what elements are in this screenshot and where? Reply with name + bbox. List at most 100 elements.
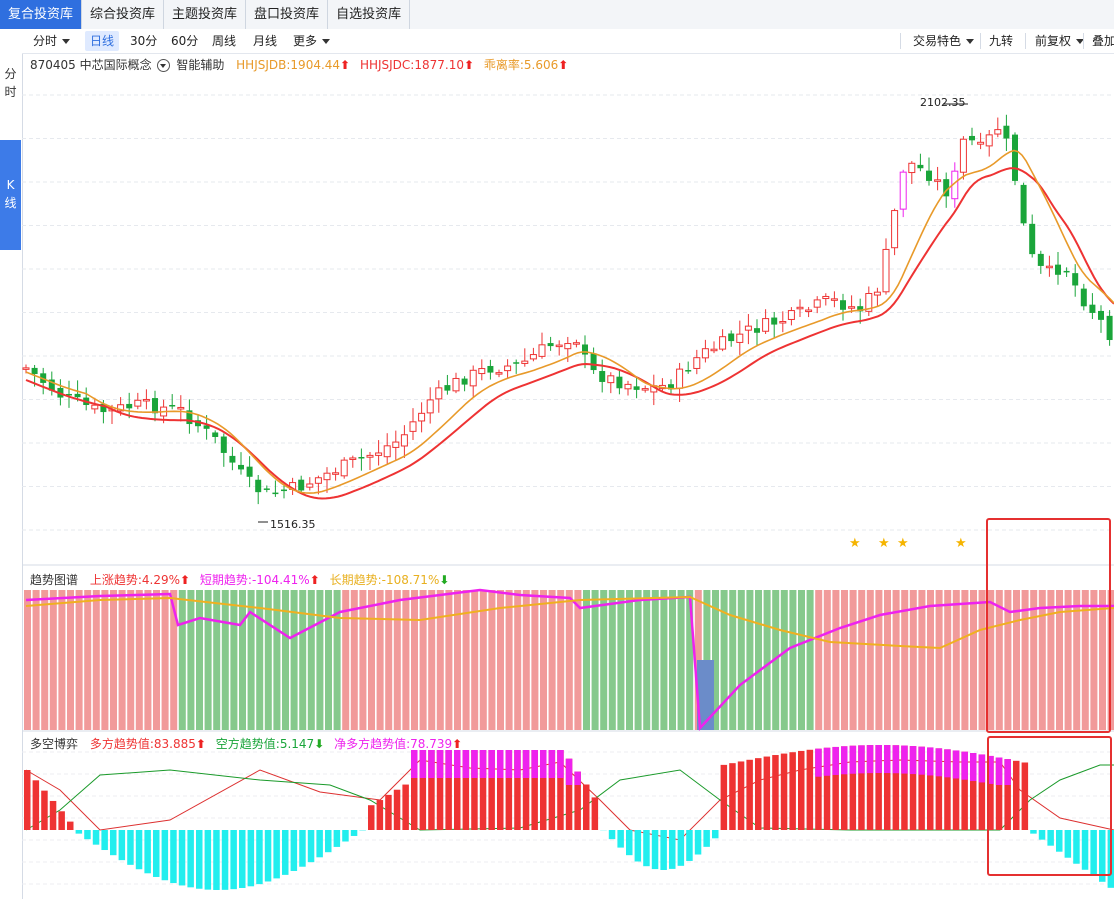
candle-body: [1098, 310, 1104, 320]
trend-bar: [325, 590, 332, 730]
net-bull-bar: [875, 745, 882, 774]
bull-bear-bar: [462, 750, 470, 830]
tab-composite[interactable]: 复合投资库: [0, 0, 83, 29]
overlay-button[interactable]: 叠加: [1087, 31, 1114, 51]
net-bull-bar: [935, 748, 943, 777]
bull-bear-bar: [436, 750, 444, 830]
weekly-button[interactable]: 周线: [207, 31, 241, 51]
tab-market[interactable]: 盘口投资库: [246, 0, 329, 29]
trend-bar: [755, 590, 762, 730]
candle-body: [624, 383, 632, 390]
toolbar-divider: [900, 33, 901, 49]
trend-bar: [385, 590, 393, 730]
trend-bar: [359, 590, 367, 730]
candle-body: [719, 336, 727, 350]
candle-body: [607, 375, 615, 384]
bull-bear-bar: [712, 830, 719, 839]
bull-bear-bar: [651, 830, 659, 870]
bull-long-value: 83.885: [153, 737, 196, 751]
monthly-button[interactable]: 月线: [248, 31, 282, 51]
trade-feature-dropdown[interactable]: 交易特色: [908, 31, 979, 51]
tab-comprehensive[interactable]: 综合投资库: [82, 0, 165, 29]
candle-body: [1072, 273, 1079, 286]
30min-button[interactable]: 30分: [125, 31, 162, 51]
trend-bar: [368, 590, 375, 730]
bias-label: 乖离率:: [483, 58, 524, 72]
bull-bear-bar: [686, 830, 693, 861]
trend-bar: [634, 590, 642, 730]
fenshi-dropdown[interactable]: 分时: [28, 31, 75, 51]
trend-bar: [660, 590, 668, 730]
trend-header: 趋势图谱 上涨趋势:4.29%⬆ 短期趋势:-104.41%⬆ 长期趋势:-10…: [30, 571, 449, 588]
trend-bar: [1030, 590, 1038, 730]
60min-button[interactable]: 60分: [166, 31, 203, 51]
trend-bar: [402, 590, 410, 730]
trend-bar: [462, 590, 470, 730]
net-bull-bar: [849, 745, 857, 774]
candle-body: [917, 164, 924, 169]
bull-bear-bar: [282, 830, 289, 875]
period-toolbar: 分时 日线 30分 60分 周线 月线 更多 交易特色 九转 前复权 叠加: [22, 29, 1114, 54]
candle-body: [375, 452, 383, 456]
trend-title: 趋势图谱: [30, 573, 79, 587]
bull-bear-bar: [342, 830, 349, 842]
candle-body: [426, 399, 434, 414]
sidebar-fenshi-label: 分时: [4, 67, 17, 99]
trend-bar: [858, 590, 866, 730]
more-dropdown[interactable]: 更多: [288, 31, 335, 51]
net-bull-bar: [411, 750, 418, 778]
trend-bar: [935, 590, 943, 730]
candle-body: [246, 466, 253, 477]
candle-body: [744, 325, 752, 331]
bull-bear-bar: [918, 746, 925, 830]
candle-body: [126, 403, 133, 409]
tab-watchlist[interactable]: 自选投资库: [328, 0, 411, 29]
star-icon: ★: [878, 536, 890, 551]
bull-bear-bar: [884, 745, 891, 830]
candle-body: [529, 354, 537, 360]
trend-bar: [118, 590, 126, 730]
bull-bear-bar: [75, 830, 83, 834]
net-bull-bar: [428, 750, 435, 778]
bull-bear-bar: [634, 830, 642, 862]
bull-bear-bar: [583, 784, 590, 830]
hhjsjdb-value: 1904.44: [290, 58, 341, 72]
trend-bar: [514, 590, 522, 730]
assist-label[interactable]: 智能辅助: [176, 58, 225, 72]
candle-body: [865, 292, 873, 312]
tab-theme[interactable]: 主题投资库: [164, 0, 247, 29]
bull-bear-bar: [290, 830, 298, 871]
toolbar-divider: [980, 33, 981, 49]
candle-body: [298, 479, 305, 491]
adjust-dropdown[interactable]: 前复权: [1030, 31, 1089, 51]
candle-body: [701, 348, 709, 359]
trend-bar: [1013, 590, 1020, 730]
candle-body: [229, 455, 236, 463]
chevron-down-icon: [966, 39, 975, 44]
net-bull-bar: [970, 753, 977, 782]
more-label: 更多: [293, 34, 318, 48]
highlight-box: [986, 518, 1111, 733]
bull-bear-bar: [178, 830, 186, 886]
bull-bear-bar: [411, 750, 418, 830]
candle-body: [840, 300, 846, 310]
bull-bear-bar: [213, 830, 220, 890]
sidebar-kline[interactable]: K线: [0, 140, 21, 250]
bull-bear-bar: [995, 757, 1003, 830]
stock-info-row: 870405 中芯国际概念 智能辅助 HHJSJDB:1904.44⬆ HHJS…: [30, 56, 568, 73]
bull-bear-bar: [514, 750, 521, 830]
candle-body: [392, 441, 400, 448]
sidebar-fenshi[interactable]: 分时: [0, 65, 21, 105]
trend-bar: [110, 590, 117, 730]
bull-bear-bar: [393, 789, 401, 830]
candle-body: [332, 472, 340, 475]
daily-button[interactable]: 日线: [85, 31, 120, 51]
bull-bear-bar: [32, 780, 40, 830]
candle-body: [590, 353, 597, 371]
candle-body: [263, 488, 270, 490]
assist-dropdown-icon[interactable]: [157, 59, 171, 72]
candle-body: [693, 357, 701, 369]
jiuzhuan-button[interactable]: 九转: [984, 31, 1018, 51]
candle-body: [142, 398, 150, 402]
